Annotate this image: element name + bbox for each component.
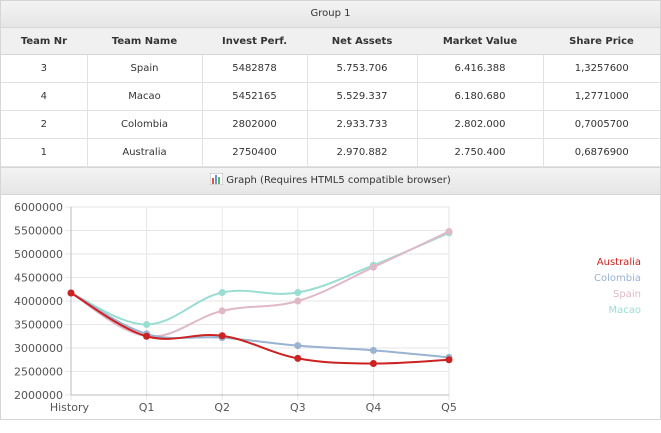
table-row: 4 Macao 5452165 5.529.337 6.180.680 1,27… <box>1 82 660 111</box>
data-point-spain <box>369 263 377 271</box>
legend-item-spain: Spain <box>613 289 641 300</box>
cell-share-price: 0,6876900 <box>542 138 660 167</box>
column-header-share-price[interactable]: Share Price <box>543 28 660 55</box>
series-line-colombia <box>70 292 450 359</box>
data-point-australia <box>218 332 226 340</box>
x-tick-label: Q2 <box>214 401 230 414</box>
teams-table: Team Nr Team Name Invest Perf. Net Asset… <box>1 28 660 167</box>
x-tick-label: Q1 <box>139 401 155 414</box>
legend-item-macao: Macao <box>609 305 642 316</box>
graph-title: Graph (Requires HTML5 compatible browser… <box>226 175 451 186</box>
data-point-spain <box>218 307 226 315</box>
cell-net-assets: 5.753.706 <box>306 54 417 83</box>
y-tick-label: 5500000 <box>14 225 63 238</box>
group-title: Group 1 <box>1 1 660 28</box>
table-row: 1 Australia 2750400 2.970.882 2.750.400 … <box>1 138 660 167</box>
graph-header: Graph (Requires HTML5 compatible browser… <box>1 167 660 195</box>
data-point-colombia <box>294 342 302 350</box>
y-tick-label: 4000000 <box>14 295 63 308</box>
data-point-australia <box>294 354 302 362</box>
cell-net-assets: 2.970.882 <box>306 138 417 167</box>
y-tick-label: 3500000 <box>14 319 63 332</box>
cell-team-name: Colombia <box>86 110 202 139</box>
cell-team-nr: 2 <box>1 110 87 139</box>
bar-chart-icon <box>209 170 224 196</box>
series-line-macao <box>70 231 450 326</box>
data-point-macao <box>143 321 151 328</box>
table-row: 2 Colombia 2802000 2.933.733 2.802.000 0… <box>1 110 660 139</box>
cell-invest-perf: 2750400 <box>201 138 307 167</box>
cell-share-price: 1,2771000 <box>542 82 660 111</box>
cell-team-name: Australia <box>86 138 202 167</box>
y-tick-label: 4500000 <box>14 272 63 285</box>
table-header-row: Team Nr Team Name Invest Perf. Net Asset… <box>1 28 660 55</box>
x-tick-label: History <box>50 401 90 414</box>
cell-invest-perf: 5452165 <box>201 82 307 111</box>
data-point-spain <box>294 297 302 305</box>
column-header-team-name[interactable]: Team Name <box>87 28 202 55</box>
legend-item-australia: Australia <box>597 257 641 268</box>
data-point-australia <box>67 289 75 297</box>
cell-net-assets: 2.933.733 <box>306 110 417 139</box>
cell-market-value: 2.802.000 <box>416 110 543 139</box>
cell-market-value: 2.750.400 <box>416 138 543 167</box>
legend-item-colombia: Colombia <box>594 273 641 284</box>
column-header-invest-perf[interactable]: Invest Perf. <box>202 28 307 55</box>
column-header-market-value[interactable]: Market Value <box>417 28 543 55</box>
data-point-macao <box>294 289 302 297</box>
cell-invest-perf: 2802000 <box>201 110 307 139</box>
chart-area: 2000000 2500000 3000000 3500000 4000000 45000… <box>1 195 660 433</box>
series-line-australia <box>70 292 450 365</box>
data-point-australia <box>445 356 453 364</box>
cell-market-value: 6.180.680 <box>416 82 543 111</box>
y-tick-label: 2500000 <box>14 366 63 379</box>
y-tick-label: 2000000 <box>14 389 63 402</box>
team-panel: Group 1 Team Nr Team Name Invest Perf. N… <box>0 0 661 420</box>
y-tick-label: 5000000 <box>14 248 63 261</box>
data-point-colombia <box>369 346 377 354</box>
data-point-australia <box>369 360 377 368</box>
column-header-team-nr[interactable]: Team Nr <box>1 28 87 55</box>
cell-share-price: 1,3257600 <box>542 54 660 83</box>
table-row: 3 Spain 5482878 5.753.706 6.416.388 1,32… <box>1 54 660 83</box>
line-chart: 2000000 2500000 3000000 3500000 4000000 45000… <box>14 201 642 414</box>
data-point-macao <box>218 289 226 297</box>
column-header-net-assets[interactable]: Net Assets <box>307 28 417 55</box>
y-tick-label: 3000000 <box>14 342 63 355</box>
cell-team-nr: 1 <box>1 138 87 167</box>
cell-share-price: 0,7005700 <box>542 110 660 139</box>
cell-team-name: Spain <box>86 54 202 83</box>
x-tick-label: Q4 <box>366 401 382 414</box>
cell-net-assets: 5.529.337 <box>306 82 417 111</box>
cell-team-name: Macao <box>86 82 202 111</box>
data-point-australia <box>143 332 151 340</box>
data-point-spain <box>445 227 453 235</box>
x-tick-label: Q5 <box>441 401 457 414</box>
cell-market-value: 6.416.388 <box>416 54 543 83</box>
x-tick-label: Q3 <box>290 401 306 414</box>
series-line-spain <box>70 230 450 338</box>
cell-team-nr: 3 <box>1 54 87 83</box>
cell-team-nr: 4 <box>1 82 87 111</box>
cell-invest-perf: 5482878 <box>201 54 307 83</box>
y-tick-label: 6000000 <box>14 201 63 214</box>
